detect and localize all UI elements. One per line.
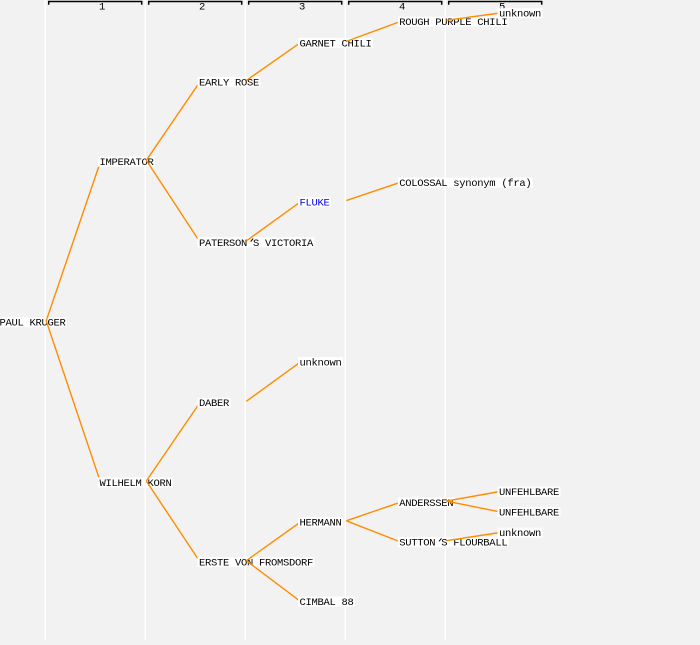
svg-text:2: 2	[199, 2, 205, 14]
svg-text:unknown: unknown	[300, 358, 342, 370]
svg-text:PAUL KRUGER: PAUL KRUGER	[0, 318, 67, 330]
svg-text:HERMANN: HERMANN	[300, 518, 342, 530]
svg-text:GARNET CHILI: GARNET CHILI	[300, 38, 372, 50]
svg-text:COLOSSAL synonym (fra): COLOSSAL synonym (fra)	[399, 178, 531, 190]
svg-text:ERSTE VON FROMSDORF: ERSTE VON FROMSDORF	[199, 558, 313, 570]
svg-text:WILHELM KORN: WILHELM KORN	[100, 478, 172, 490]
svg-text:PATERSON S VICTORIA: PATERSON S VICTORIA	[199, 238, 314, 250]
svg-text:EARLY ROSE: EARLY ROSE	[199, 77, 259, 89]
svg-text:4: 4	[399, 2, 405, 14]
svg-text:CIMBAL 88: CIMBAL 88	[300, 597, 354, 609]
svg-text:3: 3	[299, 2, 305, 14]
svg-text:SUTTON S FLOURBALL: SUTTON S FLOURBALL	[399, 538, 507, 550]
svg-text:1: 1	[99, 2, 105, 14]
svg-text:FLUKE: FLUKE	[300, 197, 330, 209]
svg-text:UNFEHLBARE: UNFEHLBARE	[499, 508, 559, 520]
svg-text:ROUGH PURPLE CHILI: ROUGH PURPLE CHILI	[399, 17, 507, 29]
svg-text:unknown: unknown	[499, 528, 541, 540]
svg-text:ANDERSSEN: ANDERSSEN	[399, 498, 453, 510]
svg-text:UNFEHLBARE: UNFEHLBARE	[499, 487, 559, 499]
svg-text:IMPERATOR: IMPERATOR	[100, 157, 155, 169]
svg-text:DABER: DABER	[199, 398, 230, 410]
svg-text:unknown: unknown	[499, 9, 541, 21]
svg-text:5: 5	[499, 2, 505, 14]
